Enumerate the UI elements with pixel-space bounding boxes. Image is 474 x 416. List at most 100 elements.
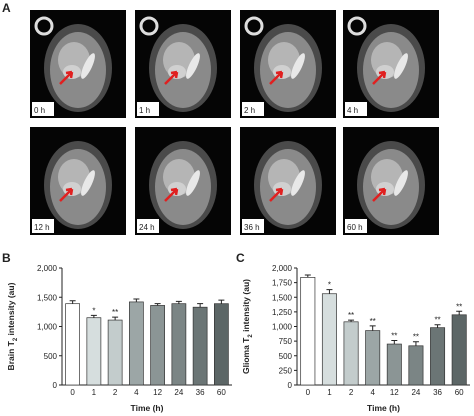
x-tick-label: 60 — [455, 388, 464, 397]
time-label: 60 h — [347, 223, 363, 232]
y-tick-label: 1,250 — [272, 308, 293, 317]
mri-image: 36 h — [240, 127, 336, 235]
mri-image: 24 h — [135, 127, 231, 235]
error-bar — [154, 303, 161, 306]
significance-mark: ** — [391, 332, 397, 341]
arrow — [269, 70, 284, 85]
time-label: 2 h — [244, 106, 255, 115]
mri-image: 12 h — [30, 127, 126, 235]
significance-mark: ** — [456, 302, 462, 311]
y-axis-title: Glioma T2 intensity (au) — [241, 279, 254, 374]
x-tick-label: 24 — [174, 388, 183, 397]
y-tick-label: 0 — [53, 381, 58, 390]
significance-mark: ** — [348, 311, 354, 320]
y-title-part: Glioma T — [241, 337, 251, 374]
error-bar — [348, 319, 355, 322]
error-bar — [69, 300, 76, 304]
significance-mark: ** — [370, 317, 376, 326]
x-tick-label: 36 — [433, 388, 442, 397]
y-tick-label: 1,000 — [272, 323, 293, 332]
y-title-subscript: 2 — [13, 337, 19, 341]
error-bar — [175, 300, 182, 304]
panel-label: B — [2, 251, 11, 265]
error-bar — [90, 314, 97, 318]
bar — [86, 317, 102, 386]
y-title-part: Brain T — [6, 340, 16, 370]
bar — [171, 303, 187, 386]
bar — [343, 321, 359, 386]
time-label-box — [242, 102, 264, 116]
x-tick-label: 12 — [390, 388, 399, 397]
error-bar — [391, 340, 398, 345]
significance-mark: ** — [434, 316, 440, 325]
arrow — [59, 187, 74, 202]
error-bar — [304, 274, 311, 278]
time-label: 0 h — [34, 106, 45, 115]
time-label: 1 h — [139, 106, 150, 115]
error-bar — [369, 325, 376, 331]
bar — [386, 343, 402, 386]
time-label-box — [32, 219, 54, 233]
significance-mark: ** — [413, 333, 419, 342]
y-tick-label: 500 — [44, 352, 58, 361]
x-axis-title: Time (h) — [367, 403, 400, 413]
time-label-box — [137, 102, 159, 116]
fiducial — [244, 16, 264, 36]
bar — [321, 293, 337, 386]
x-tick-label: 12 — [153, 388, 162, 397]
ventricle — [186, 53, 200, 79]
bar — [430, 327, 446, 386]
mri-image: 1 h — [135, 10, 231, 118]
bar — [214, 303, 229, 386]
error-bar — [112, 316, 119, 321]
arrow — [372, 187, 387, 202]
arrow — [164, 187, 179, 202]
x-tick-label: 2 — [349, 388, 354, 397]
time-label: 4 h — [347, 106, 358, 115]
bar — [408, 345, 424, 386]
bar — [300, 277, 316, 386]
arrow — [372, 70, 387, 85]
error-bar — [456, 310, 463, 315]
y-tick-label: 1,000 — [37, 323, 58, 332]
fiducial — [34, 16, 54, 36]
y-tick-label: 1,500 — [272, 293, 293, 302]
time-label: 12 h — [34, 223, 50, 232]
y-title-part: intensity (au) — [241, 279, 251, 334]
x-axis-title: Time (h) — [131, 403, 164, 413]
bar — [150, 305, 165, 386]
fiducial — [347, 16, 367, 36]
y-tick-label: 750 — [279, 337, 293, 346]
panel-label: A — [2, 1, 11, 15]
x-tick-label: 0 — [70, 388, 75, 397]
x-tick-label: 1 — [92, 388, 97, 397]
arrow — [269, 187, 284, 202]
significance-mark: * — [328, 281, 331, 290]
x-tick-label: 2 — [113, 388, 118, 397]
time-label-box — [137, 219, 159, 233]
y-tick-label: 250 — [279, 366, 293, 375]
time-label-box — [32, 102, 54, 116]
panel-label: C — [236, 251, 245, 265]
x-tick-label: 0 — [306, 388, 311, 397]
x-tick-label: 36 — [196, 388, 205, 397]
bar — [129, 301, 144, 386]
arrow — [164, 70, 179, 85]
bar — [365, 330, 381, 386]
mri-image: 60 h — [343, 127, 439, 235]
x-tick-label: 4 — [370, 388, 375, 397]
y-title-part: intensity (au) — [6, 282, 16, 337]
fiducial — [139, 16, 159, 36]
significance-mark: ** — [112, 308, 118, 317]
mri-image: 4 h — [343, 10, 439, 118]
error-bar — [434, 324, 441, 328]
error-bar — [412, 341, 419, 346]
ventricle — [81, 53, 95, 79]
time-label-box — [345, 219, 367, 233]
bar — [65, 303, 80, 386]
time-label: 36 h — [244, 223, 260, 232]
ventricle — [186, 170, 200, 196]
error-bar — [133, 298, 140, 302]
x-tick-label: 1 — [327, 388, 332, 397]
significance-mark: * — [92, 306, 95, 315]
